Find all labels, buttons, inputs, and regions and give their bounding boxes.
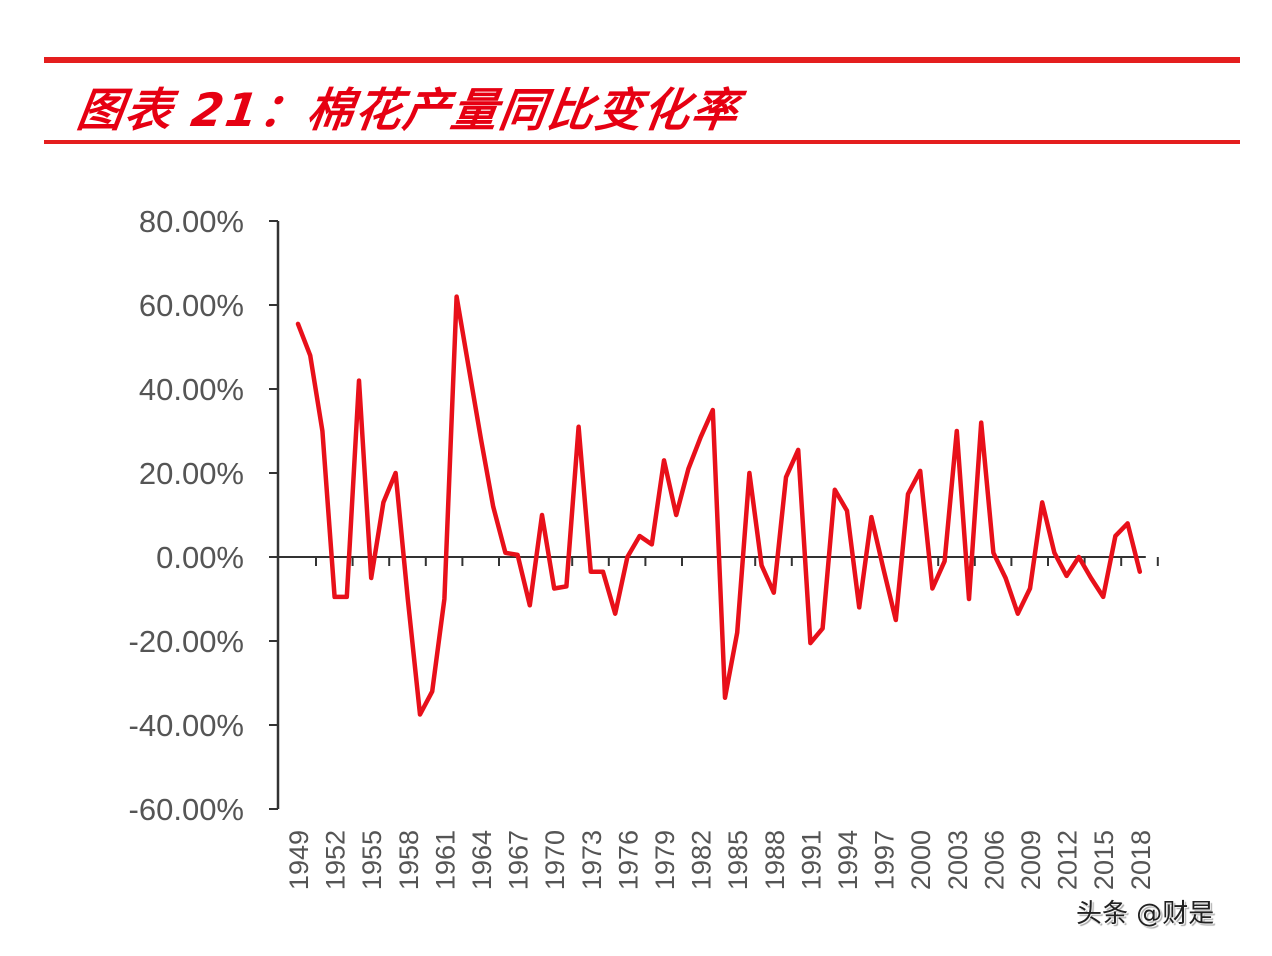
y-tick-label: 60.00% xyxy=(139,288,244,323)
x-tick-label: 1991 xyxy=(796,830,826,890)
x-tick-label: 1973 xyxy=(577,830,607,890)
x-tick-label: 2000 xyxy=(906,830,936,890)
x-tick-label: 1979 xyxy=(650,830,680,890)
x-tick-label: 1985 xyxy=(723,830,753,890)
x-tick-label: 2003 xyxy=(943,830,973,890)
y-axis: 80.00% 60.00% 40.00% 20.00% 0.00% -20.00% -40.… xyxy=(129,204,280,827)
x-tick-label: 1997 xyxy=(870,830,900,890)
x-tick-label: 1958 xyxy=(394,830,424,890)
x-tick-label: 1970 xyxy=(540,830,570,890)
x-tick-label: 1949 xyxy=(284,830,314,890)
x-tick-label: 2018 xyxy=(1126,830,1156,890)
x-axis: 1949 1952 1955 1958 1961 1964 1967 1970 1973 1976… xyxy=(278,556,1159,890)
x-tick-label: 1964 xyxy=(467,830,497,890)
y-tick-label: -60.00% xyxy=(129,792,244,827)
title-rule-top xyxy=(44,57,1240,63)
x-tick-label: 1988 xyxy=(760,830,790,890)
y-tick-label: 40.00% xyxy=(139,372,244,407)
x-tick-label: 2012 xyxy=(1053,830,1083,890)
x-tick-label: 1952 xyxy=(321,830,351,890)
watermark: 头条 @财是 xyxy=(1076,899,1215,929)
y-tick-label: -20.00% xyxy=(129,624,244,659)
y-tick-label: -40.00% xyxy=(129,708,244,743)
x-tick-label: 1994 xyxy=(833,830,863,890)
y-tick-label: 20.00% xyxy=(139,456,244,491)
x-tick-label: 2009 xyxy=(1016,830,1046,890)
y-tick-label: 0.00% xyxy=(156,540,244,575)
x-tick-label: 1961 xyxy=(430,830,460,890)
series-line xyxy=(295,294,1143,717)
x-tick-label: 2015 xyxy=(1089,830,1119,890)
x-tick-label: 2006 xyxy=(979,830,1009,890)
x-tick-label: 1976 xyxy=(613,830,643,890)
title-rule-bottom xyxy=(44,140,1240,144)
x-tick-label: 1967 xyxy=(504,830,534,890)
x-tick-label: 1982 xyxy=(687,830,717,890)
y-tick-label: 80.00% xyxy=(139,204,244,239)
x-tick-label: 1955 xyxy=(357,830,387,890)
